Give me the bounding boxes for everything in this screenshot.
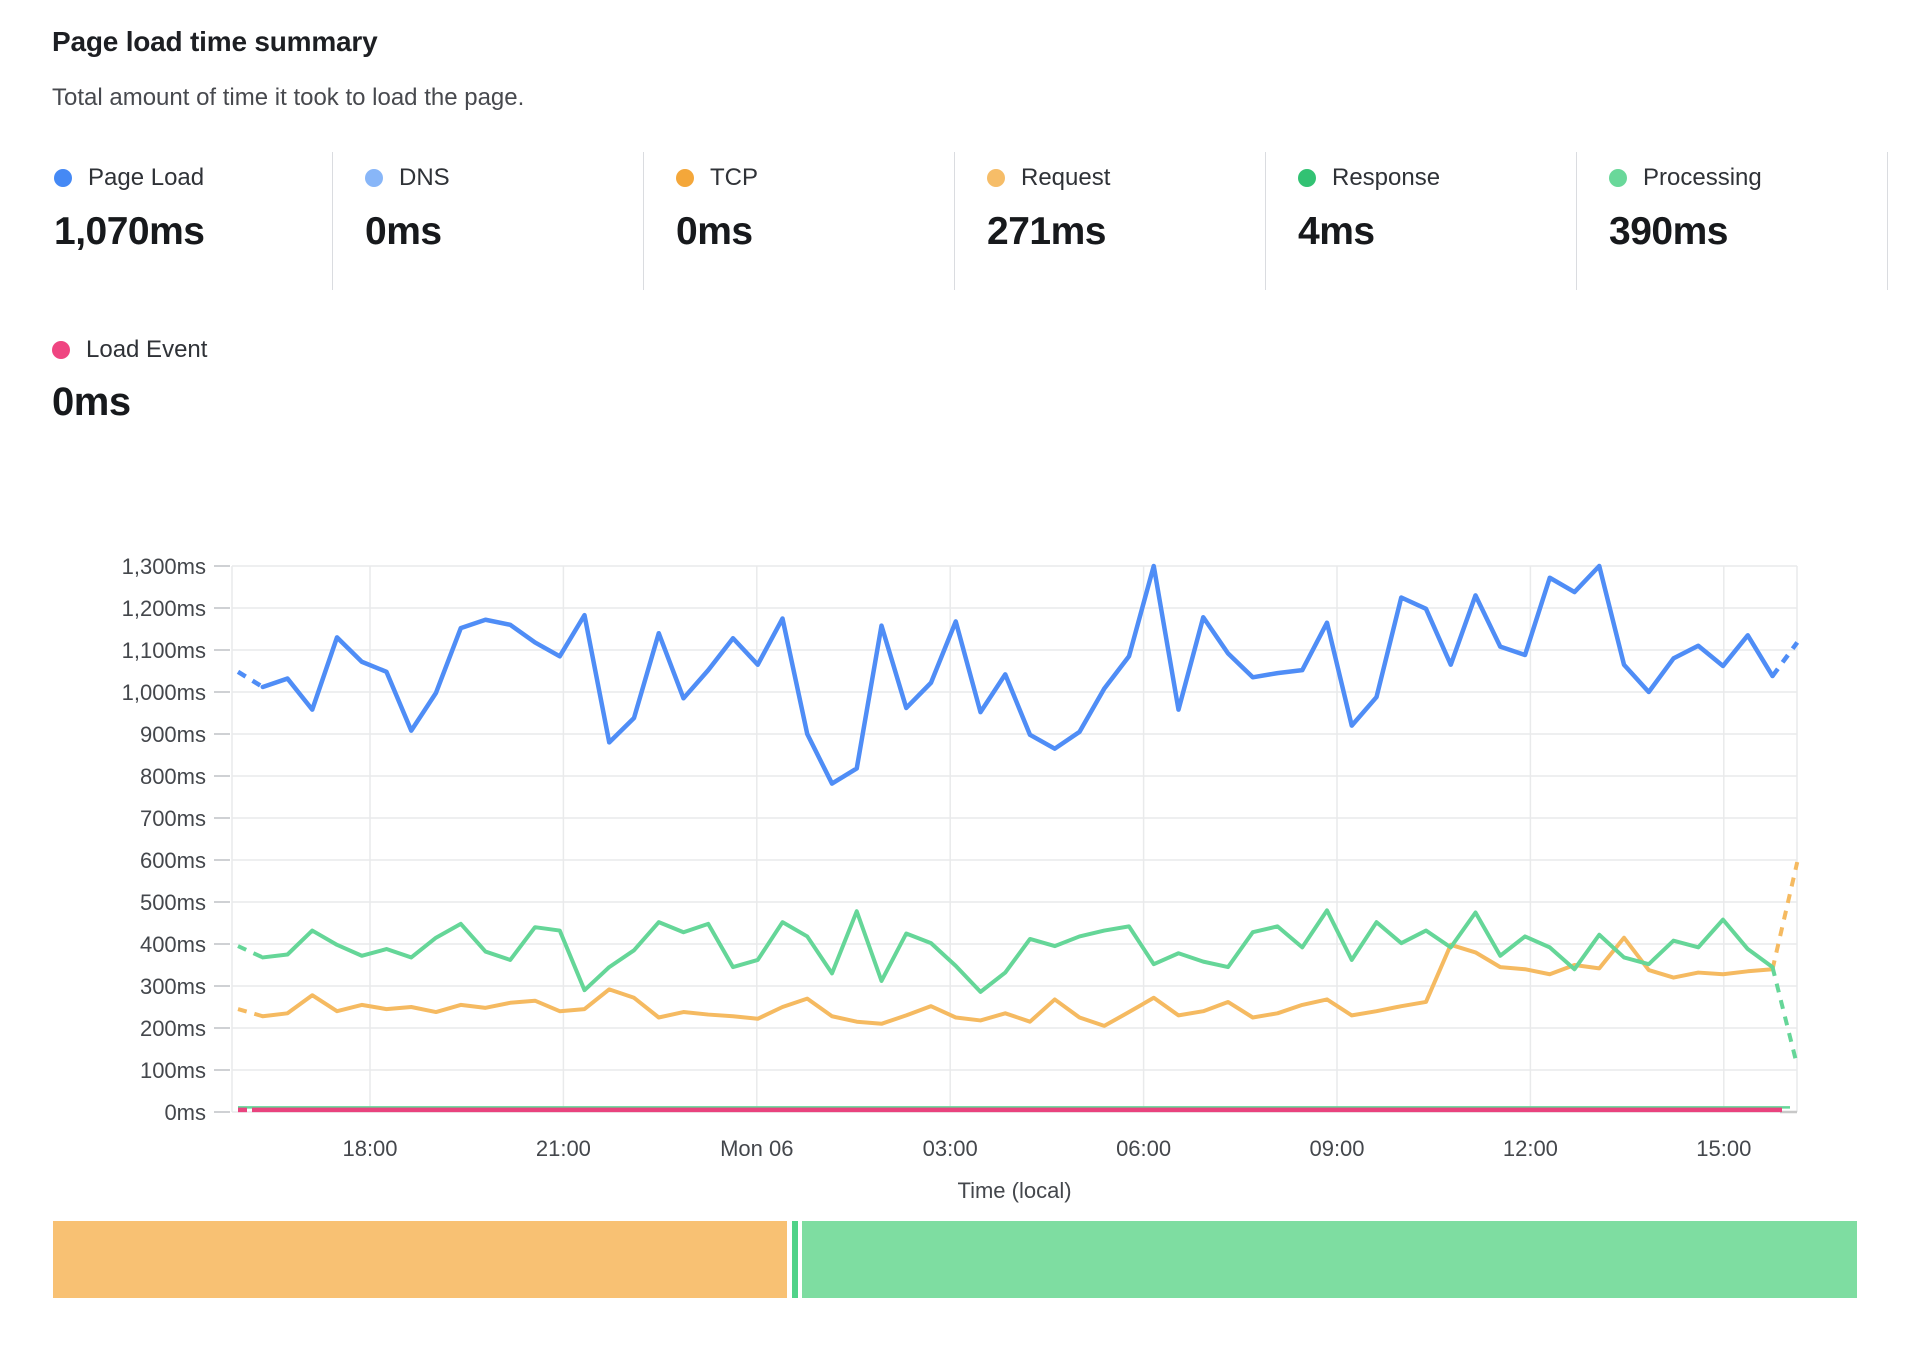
y-tick-label: 1,000ms [122, 680, 206, 705]
stat-card-processing: Processing 390ms [1577, 152, 1888, 290]
stat-label: Processing [1643, 164, 1762, 191]
status-bar-segment-transition-sliver [792, 1221, 798, 1298]
stat-value: 0ms [52, 380, 131, 424]
y-tick-label: 100ms [140, 1058, 206, 1083]
x-tick-label: 09:00 [1309, 1136, 1364, 1161]
legend-dot-icon [676, 169, 694, 187]
y-tick-label: 400ms [140, 932, 206, 957]
load-time-chart[interactable]: 0ms 100ms 200ms 300ms 400ms 500ms 600ms 700ms 80… [0, 430, 1910, 1220]
stat-card-response: Response 4ms [1266, 152, 1577, 290]
y-tick-label: 900ms [140, 722, 206, 747]
y-tick-label: 1,300ms [122, 554, 206, 579]
stat-card-page-load: Page Load 1,070ms [22, 152, 333, 290]
status-bar-segment-processing-period [802, 1221, 1857, 1298]
stat-label: TCP [710, 164, 758, 191]
y-tick-label: 300ms [140, 974, 206, 999]
y-tick-label: 1,200ms [122, 596, 206, 621]
series-dashed-end [236, 669, 264, 689]
y-tick-label: 0ms [164, 1100, 206, 1125]
legend-dot-icon [987, 169, 1005, 187]
stats-grid: Page Load 1,070ms DNS 0ms TCP 0ms Request 271ms… [22, 152, 1888, 290]
page-subtitle: Total amount of time it took to load the… [52, 84, 525, 111]
legend-dot-icon [365, 169, 383, 187]
x-tick-label: 12:00 [1503, 1136, 1558, 1161]
stat-value: 1,070ms [54, 210, 205, 253]
series-dashed-end [1770, 966, 1800, 1067]
stat-card-load-event: Load Event 0ms [52, 336, 207, 425]
x-tick-label: Mon 06 [720, 1136, 793, 1161]
x-tick-label: 06:00 [1116, 1136, 1171, 1161]
load-event-dot-icon [52, 341, 70, 359]
stat-value: 0ms [365, 210, 442, 253]
stat-label: Response [1332, 164, 1441, 191]
series-dashed-end [237, 944, 264, 960]
y-tick-label: 600ms [140, 848, 206, 873]
series-line-processing [260, 908, 1775, 994]
stat-value: 4ms [1298, 210, 1375, 253]
y-tick-label: 700ms [140, 806, 206, 831]
y-tick-label: 200ms [140, 1016, 206, 1041]
legend-dot-icon [54, 169, 72, 187]
stat-value: 271ms [987, 210, 1106, 253]
x-axis-title: Time (local) [957, 1178, 1071, 1203]
stat-card-dns: DNS 0ms [333, 152, 644, 290]
stat-value: 390ms [1609, 210, 1728, 253]
page-title: Page load time summary [52, 26, 378, 57]
series-dashed-end [1770, 641, 1800, 678]
status-timeline-bar[interactable] [53, 1221, 1857, 1298]
stat-card-request: Request 271ms [955, 152, 1266, 290]
series-dashed-end [1770, 861, 1800, 970]
x-tick-label: 03:00 [923, 1136, 978, 1161]
stat-value: 0ms [676, 210, 753, 253]
stat-label: Page Load [88, 164, 205, 191]
chart-area: 0ms 100ms 200ms 300ms 400ms 500ms 600ms 700ms 80… [0, 430, 1910, 1220]
series-line-request [260, 935, 1775, 1028]
status-bar-segment-request-period [53, 1221, 787, 1298]
stat-label: DNS [399, 164, 450, 191]
status-bar-segment-gap [798, 1221, 802, 1298]
chart-header: Page load time summary Total amount of t… [52, 26, 524, 112]
x-tick-label: 18:00 [342, 1136, 397, 1161]
stat-label: Request [1021, 164, 1111, 191]
legend-dot-icon [1609, 169, 1627, 187]
y-tick-label: 500ms [140, 890, 206, 915]
stat-card-tcp: TCP 0ms [644, 152, 955, 290]
y-tick-label: 800ms [140, 764, 206, 789]
status-bar-segment-gap [787, 1221, 792, 1298]
stat-label: Load Event [86, 336, 208, 363]
x-tick-label: 15:00 [1696, 1136, 1751, 1161]
series-dashed-end [237, 1007, 264, 1019]
series-line-page-load [260, 563, 1775, 786]
x-tick-label: 21:00 [536, 1136, 591, 1161]
y-tick-label: 1,100ms [122, 638, 206, 663]
legend-dot-icon [1298, 169, 1316, 187]
